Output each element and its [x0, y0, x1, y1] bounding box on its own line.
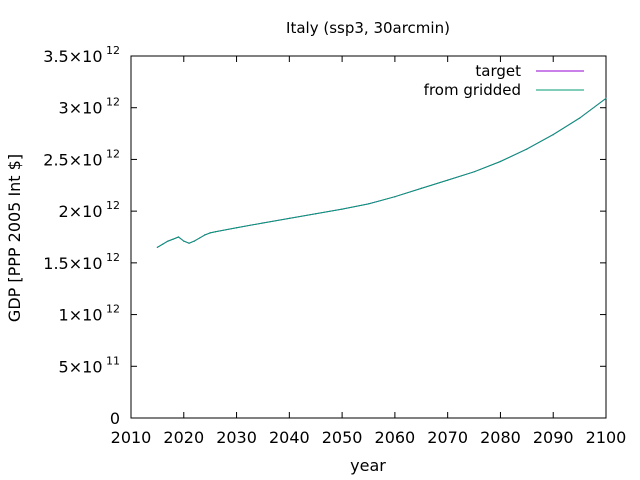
series-lines — [156, 97, 607, 248]
y-tick-label: 1×10 12 — [59, 303, 120, 325]
x-axis-title: year — [350, 456, 386, 475]
data-point — [394, 196, 396, 198]
x-tick-label: 2060 — [375, 428, 416, 447]
data-point — [367, 203, 370, 205]
data-point — [605, 97, 607, 99]
x-tick-label: 2010 — [111, 428, 152, 447]
data-point — [473, 171, 475, 173]
y-tick-label: 0 — [110, 409, 120, 428]
series-line-target — [157, 97, 607, 248]
data-point — [156, 246, 158, 248]
y-axis: 0 5×10 11 1×10 12 1.5×10 12 2×10 12 2.5×10 12… — [43, 44, 606, 428]
chart-title: Italy (ssp3, 30arcmin) — [286, 19, 450, 37]
data-point — [262, 222, 264, 224]
y-axis-title: GDP [PPP 2005 Int $] — [5, 154, 24, 322]
data-point — [199, 237, 201, 239]
y-tick-label: 2×10 12 — [59, 199, 120, 221]
data-point — [177, 236, 180, 238]
data-point — [499, 160, 501, 163]
data-point — [204, 234, 206, 236]
data-point — [188, 242, 190, 244]
data-point — [579, 117, 581, 119]
data-point — [167, 240, 169, 242]
data-point — [172, 238, 174, 240]
data-point — [209, 232, 211, 234]
x-axis: 2010 2020 2030 2040 2050 2060 2070 2080 2090 2100 — [111, 56, 627, 447]
data-point — [288, 217, 290, 219]
x-tick-label: 2100 — [586, 428, 627, 447]
data-point — [420, 187, 422, 189]
y-tick-label: 3.5×10 12 — [43, 44, 120, 66]
y-tick-label: 1.5×10 12 — [43, 251, 120, 273]
x-tick-label: 2050 — [322, 428, 363, 447]
series-line-from-gridded — [157, 97, 607, 248]
x-tick-label: 2080 — [480, 428, 521, 447]
data-point — [341, 208, 343, 210]
legend: target from gridded — [424, 62, 584, 99]
data-point — [526, 148, 528, 150]
data-point — [183, 240, 185, 242]
y-tick-label: 3×10 12 — [59, 96, 120, 118]
legend-label-target: target — [475, 62, 521, 80]
x-tick-label: 2070 — [427, 428, 468, 447]
x-tick-label: 2040 — [269, 428, 310, 447]
x-tick-label: 2090 — [533, 428, 574, 447]
y-tick-label: 2.5×10 12 — [43, 147, 120, 169]
plot-frame — [130, 55, 607, 419]
data-point — [236, 227, 238, 229]
data-point — [552, 134, 554, 136]
data-point — [447, 179, 449, 181]
data-point — [162, 243, 164, 245]
x-tick-label: 2030 — [216, 428, 257, 447]
x-tick-label: 2020 — [163, 428, 204, 447]
y-tick-label: 5×10 11 — [59, 354, 120, 376]
data-point — [214, 231, 216, 233]
legend-label-from-gridded: from gridded — [424, 81, 521, 99]
data-point — [315, 213, 317, 215]
data-point — [193, 240, 195, 242]
